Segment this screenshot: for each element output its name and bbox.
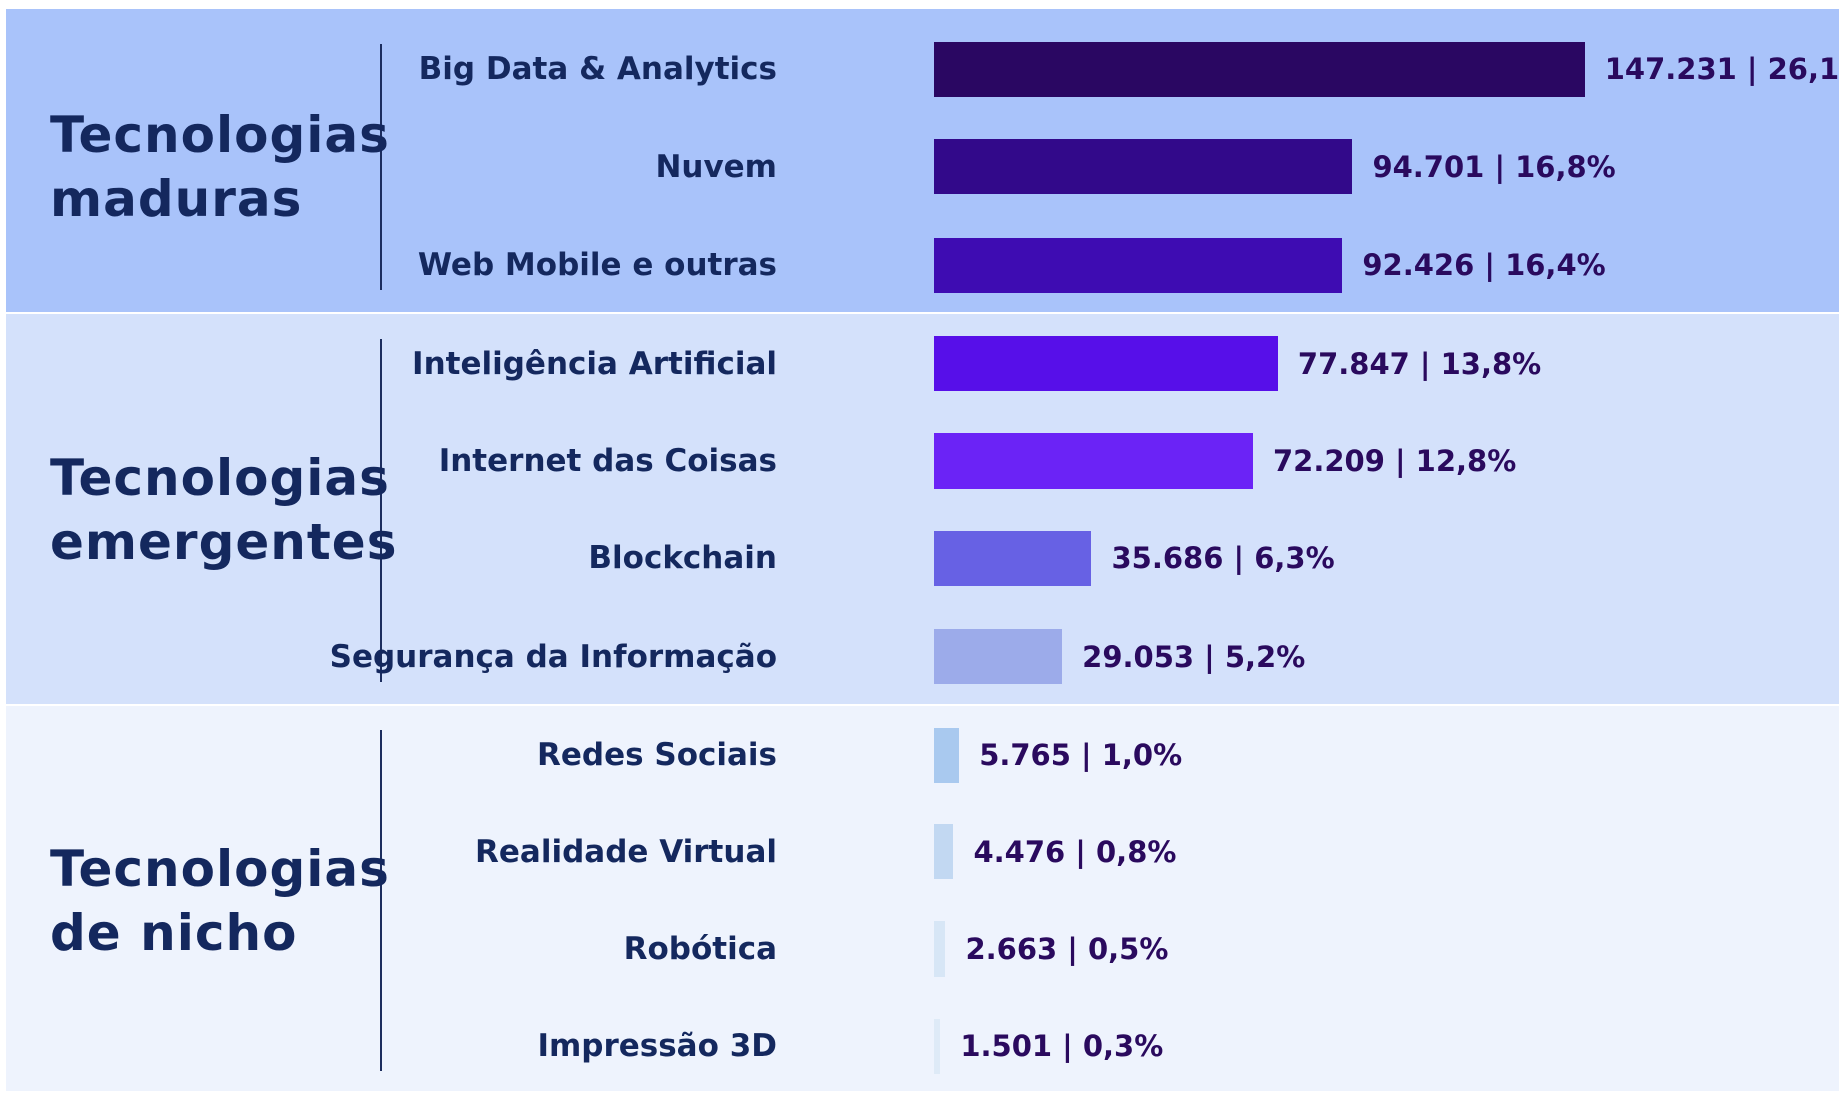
category-label: Internet das Coisas bbox=[438, 442, 777, 479]
category-label: Realidade Virtual bbox=[475, 833, 777, 870]
bar bbox=[933, 530, 1092, 586]
bar bbox=[933, 41, 1585, 97]
category-label: Big Data & Analytics bbox=[418, 51, 777, 88]
value-label: 35.686 | 6,3% bbox=[1111, 541, 1335, 576]
value-label: 4.476 | 0,8% bbox=[973, 834, 1177, 869]
value-label: 29.053 | 5,2% bbox=[1082, 639, 1306, 674]
category-label: Impressão 3D bbox=[537, 1028, 777, 1065]
bar bbox=[933, 139, 1353, 195]
value-label: 147.231 | 26,1% bbox=[1604, 52, 1839, 87]
bar bbox=[933, 629, 1063, 685]
value-label: 5.765 | 1,0% bbox=[979, 738, 1183, 773]
bar bbox=[933, 921, 946, 977]
category-label: Segurança da Informação bbox=[329, 638, 777, 675]
divider bbox=[380, 44, 382, 291]
category-label: Web Mobile e outras bbox=[417, 247, 777, 284]
group-title: Tecnologias emergentes bbox=[50, 449, 398, 572]
value-label: 1.501 | 0,3% bbox=[960, 1029, 1164, 1064]
divider bbox=[380, 730, 382, 1072]
value-label: 72.209 | 12,8% bbox=[1272, 443, 1517, 478]
bar bbox=[933, 433, 1253, 489]
divider bbox=[380, 338, 382, 682]
group-title: Tecnologias de nicho bbox=[50, 839, 390, 962]
value-label: 2.663 | 0,5% bbox=[965, 931, 1169, 966]
bar bbox=[933, 336, 1278, 392]
value-label: 94.701 | 16,8% bbox=[1372, 149, 1616, 184]
bar bbox=[933, 237, 1343, 293]
group-title: Tecnologias maduras bbox=[50, 106, 390, 229]
category-label: Robótica bbox=[623, 930, 777, 967]
group-band bbox=[6, 706, 1839, 1091]
category-label: Blockchain bbox=[588, 540, 777, 577]
category-label: Inteligência Artificial bbox=[412, 345, 777, 382]
category-label: Redes Sociais bbox=[537, 737, 777, 774]
bar bbox=[933, 1018, 941, 1074]
value-label: 77.847 | 13,8% bbox=[1297, 346, 1542, 381]
category-label: Nuvem bbox=[655, 148, 777, 185]
group-band bbox=[6, 314, 1839, 704]
bar bbox=[933, 727, 960, 783]
value-label: 92.426 | 16,4% bbox=[1362, 248, 1606, 283]
bar bbox=[933, 824, 954, 880]
